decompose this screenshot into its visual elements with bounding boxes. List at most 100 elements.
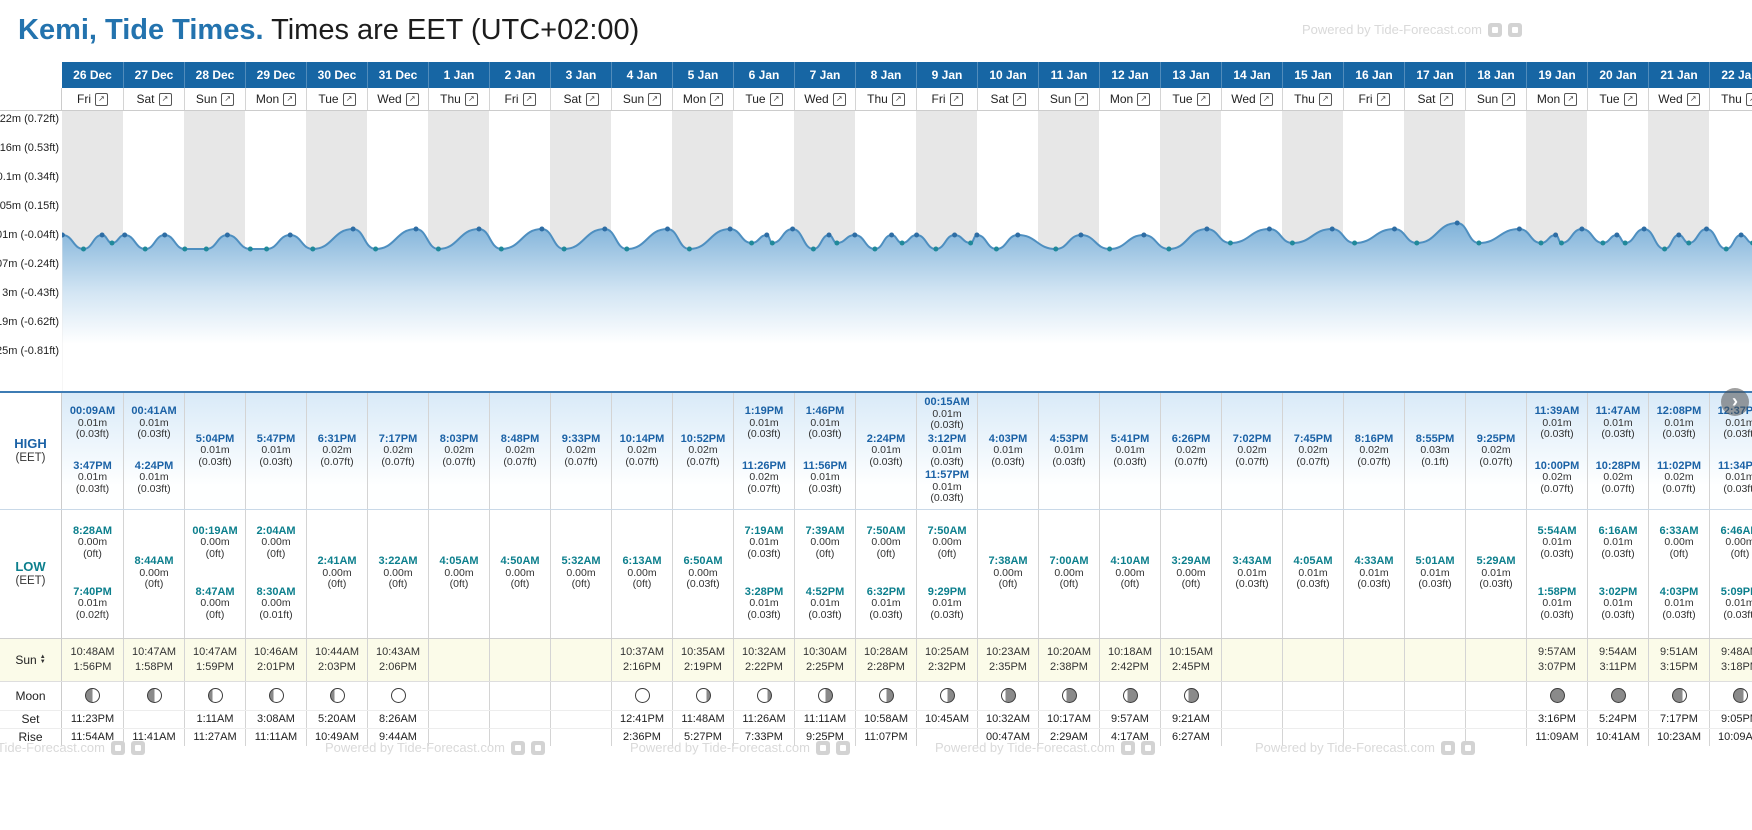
low-tide-cell: 6:33AM 0.00m (0ft) 4:03PM 0.01m (0.03ft) — [1648, 509, 1709, 638]
day-link[interactable]: Thu↗ — [1709, 88, 1752, 110]
day-link[interactable]: Mon ↗ — [1526, 88, 1587, 110]
external-link-icon[interactable]: ↗ — [1745, 92, 1752, 106]
moon-cell — [306, 681, 367, 710]
external-link-icon[interactable]: ↗ — [1623, 92, 1637, 106]
date-header-cell: 12 Jan — [1099, 62, 1160, 88]
moon-cell — [916, 681, 977, 710]
day-link[interactable]: Sat ↗ — [123, 88, 184, 110]
day-link[interactable]: Sun ↗ — [184, 88, 245, 110]
external-link-icon[interactable]: ↗ — [1439, 92, 1453, 106]
tide-event: 4:03PM 0.01m (0.03ft) — [978, 433, 1038, 469]
day-link[interactable]: Thu↗ — [428, 88, 489, 110]
high-tide-cell: 8:55PM 0.03m (0.1ft) — [1404, 393, 1465, 509]
external-link-icon[interactable]: ↗ — [342, 92, 356, 106]
sun-times-cell: 10:28AM 2:28PM — [855, 638, 916, 681]
tide-event: 2:41AM 0.00m (0ft) — [307, 556, 367, 591]
tide-height-ft: (0ft) — [388, 578, 408, 591]
external-link-icon[interactable]: ↗ — [1502, 92, 1516, 106]
external-link-icon[interactable]: ↗ — [1075, 92, 1089, 106]
tide-height-m: 0.01m — [810, 597, 840, 610]
tide-time: 5:32AM — [561, 555, 601, 568]
sun-times-cell — [428, 638, 489, 681]
day-link[interactable]: Fri ↗ — [916, 88, 977, 110]
day-link[interactable]: Tue ↗ — [1587, 88, 1648, 110]
tide-event: 5:01AM 0.01m (0.03ft) — [1405, 556, 1465, 591]
day-link[interactable]: Wed ↗ — [794, 88, 855, 110]
tide-height-m: 0.01m — [1481, 566, 1511, 579]
external-link-icon[interactable]: ↗ — [1686, 92, 1700, 106]
tide-height-m: 0.01m — [261, 444, 291, 456]
day-link[interactable]: Wed ↗ — [1648, 88, 1709, 110]
day-link[interactable]: Sat ↗ — [550, 88, 611, 110]
moon-cell — [1221, 681, 1282, 710]
tide-height-ft: (0.07ft) — [1357, 455, 1391, 468]
day-link[interactable]: Tue ↗ — [306, 88, 367, 110]
day-link[interactable]: Sun ↗ — [1465, 88, 1526, 110]
day-link[interactable]: Fri ↗ — [1343, 88, 1404, 110]
external-link-icon[interactable]: ↗ — [891, 92, 905, 106]
tide-time: 8:48PM — [500, 432, 540, 445]
day-link[interactable]: Thu↗ — [1282, 88, 1343, 110]
external-link-icon[interactable]: ↗ — [585, 92, 599, 106]
day-link[interactable]: Sat ↗ — [977, 88, 1038, 110]
tide-time: 4:10AM — [1110, 555, 1150, 568]
day-link[interactable]: Fri ↗ — [62, 88, 123, 110]
external-link-icon[interactable]: ↗ — [710, 92, 724, 106]
date-header-cell: 28 Dec — [184, 62, 245, 88]
external-link-icon[interactable]: ↗ — [1259, 92, 1273, 106]
date-header-cell: 8 Jan — [855, 62, 916, 88]
day-link[interactable]: Tue ↗ — [1160, 88, 1221, 110]
moon-phase-icon — [85, 688, 100, 703]
tide-height-m: 0.01m — [932, 407, 962, 420]
external-link-icon[interactable]: ↗ — [1012, 92, 1026, 106]
tide-height-ft: (0.03ft) — [747, 608, 781, 621]
external-link-icon[interactable]: ↗ — [769, 92, 783, 106]
external-link-icon[interactable]: ↗ — [522, 92, 536, 106]
high-tide-cell: 7:17PM 0.02m (0.07ft) — [367, 393, 428, 509]
day-link[interactable]: Sat ↗ — [1404, 88, 1465, 110]
high-tide-cell: 11:39AM 0.01m (0.03ft) 10:00PM 0.02m (0.07ft) — [1526, 393, 1587, 509]
day-link[interactable]: Thu↗ — [855, 88, 916, 110]
sun-time: 3:15PM — [1660, 660, 1698, 673]
sun-row: Sun ▲ ▼ 10:48AM 1:56PM 10:47AM 1:58PM 10:47AM 1… — [0, 637, 1752, 681]
tide-height-m: 0.01m — [1542, 416, 1572, 429]
external-link-icon[interactable]: ↗ — [405, 92, 419, 106]
tide-event: 7:50AM 0.00m (0ft) — [917, 525, 977, 561]
external-link-icon[interactable]: ↗ — [648, 92, 662, 106]
tide-height-m: 0.02m — [1359, 444, 1389, 456]
watermark-icon — [110, 740, 125, 755]
external-link-icon[interactable]: ↗ — [95, 92, 108, 106]
sun-time: 10:47AM — [131, 645, 177, 658]
external-link-icon[interactable]: ↗ — [1196, 92, 1210, 106]
tide-event: 7:00AM 0.00m (0ft) — [1039, 556, 1099, 591]
sun-time: 2:42PM — [1111, 660, 1149, 673]
day-of-week-label: Sun — [1476, 92, 1499, 106]
day-link[interactable]: Sun ↗ — [1038, 88, 1099, 110]
sun-times-cell: 10:35AM 2:19PM — [672, 638, 733, 681]
moon-label: Moon — [15, 688, 46, 703]
external-link-icon[interactable]: ↗ — [221, 92, 235, 106]
external-link-icon[interactable]: ↗ — [949, 92, 963, 106]
tide-height-m: 0.01m — [932, 480, 962, 493]
external-link-icon[interactable]: ↗ — [1376, 92, 1390, 106]
day-link[interactable]: Wed ↗ — [367, 88, 428, 110]
moonrise-time-cell: 7:33PM — [733, 728, 794, 746]
high-tide-cell: 10:14PM 0.02m (0.07ft) — [611, 393, 672, 509]
external-link-icon[interactable]: ↗ — [832, 92, 846, 106]
day-link[interactable]: Tue ↗ — [733, 88, 794, 110]
external-link-icon[interactable]: ↗ — [464, 92, 478, 106]
day-link[interactable]: Mon ↗ — [245, 88, 306, 110]
date-header-cell: 22 Jan — [1709, 62, 1752, 88]
next-days-button[interactable]: › — [1721, 388, 1749, 416]
external-link-icon[interactable]: ↗ — [158, 92, 172, 106]
day-link[interactable]: Wed ↗ — [1221, 88, 1282, 110]
external-link-icon[interactable]: ↗ — [1137, 92, 1151, 106]
day-link[interactable]: Mon ↗ — [1099, 88, 1160, 110]
day-link[interactable]: Fri ↗ — [489, 88, 550, 110]
day-of-week-label: Tue — [318, 92, 339, 106]
external-link-icon[interactable]: ↗ — [1318, 92, 1332, 106]
external-link-icon[interactable]: ↗ — [1564, 92, 1578, 106]
day-link[interactable]: Sun ↗ — [611, 88, 672, 110]
day-link[interactable]: Mon ↗ — [672, 88, 733, 110]
external-link-icon[interactable]: ↗ — [283, 92, 297, 106]
